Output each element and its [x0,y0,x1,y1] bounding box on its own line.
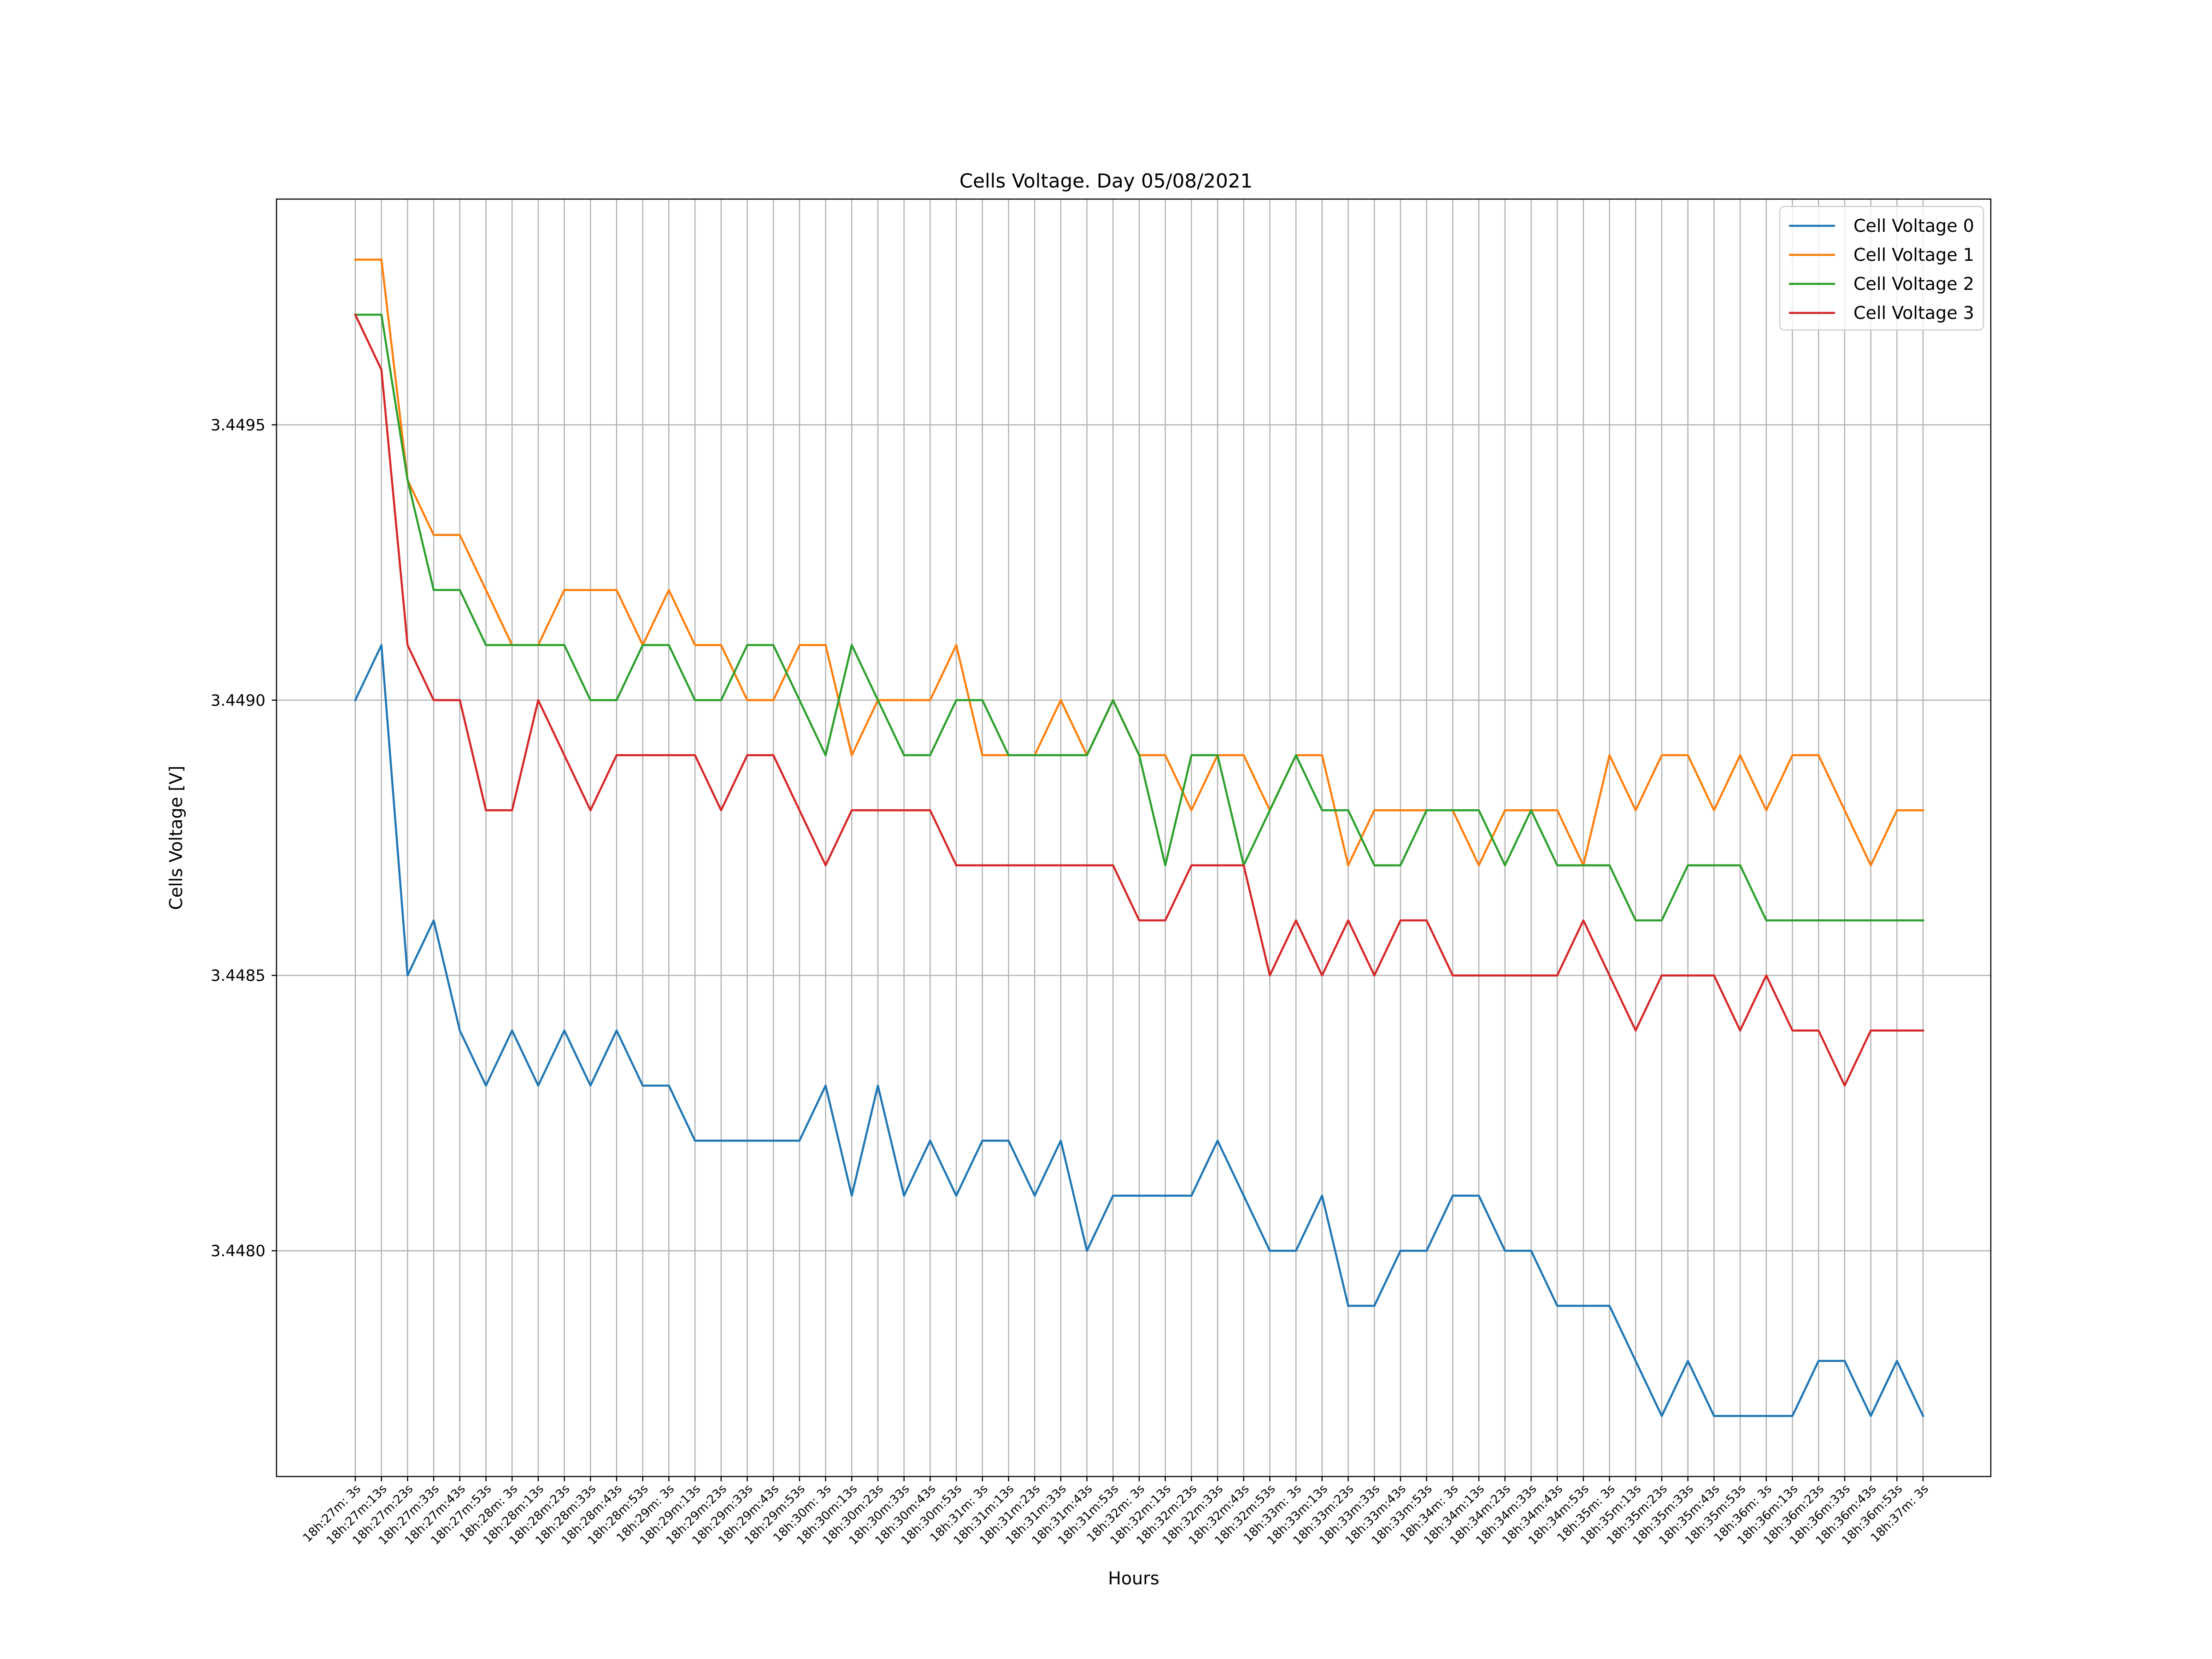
y-tick-label: 3.4480 [211,1242,265,1260]
legend-label-1: Cell Voltage 1 [1853,245,1974,265]
series-line-0 [354,644,1924,1418]
y-tick-label: 3.4485 [211,967,265,985]
series-lines [354,259,1924,1418]
y-tick-label: 3.4495 [211,416,265,435]
x-axis-label: Hours [1108,1568,1159,1588]
plot-area [276,199,1991,1477]
legend: Cell Voltage 0 Cell Voltage 1 Cell Voltage… [1779,206,1984,331]
chart-title: Cells Voltage. Day 05/08/2021 [959,170,1253,192]
legend-label-0: Cell Voltage 0 [1853,216,1974,236]
legend-box [1779,206,1984,331]
legend-label-3: Cell Voltage 3 [1853,303,1974,323]
plot-frame [276,198,1992,1477]
y-axis-label: Cells Voltage [V] [166,765,186,910]
series-line-3 [354,313,1924,1087]
series-line-2 [354,313,1924,922]
grid-lines [276,199,1991,1477]
y-tick-label: 3.4490 [211,691,265,710]
y-axis-ticks: 3.4480 3.4485 3.4490 3.4495 [211,416,276,1260]
legend-label-2: Cell Voltage 2 [1853,274,1974,294]
